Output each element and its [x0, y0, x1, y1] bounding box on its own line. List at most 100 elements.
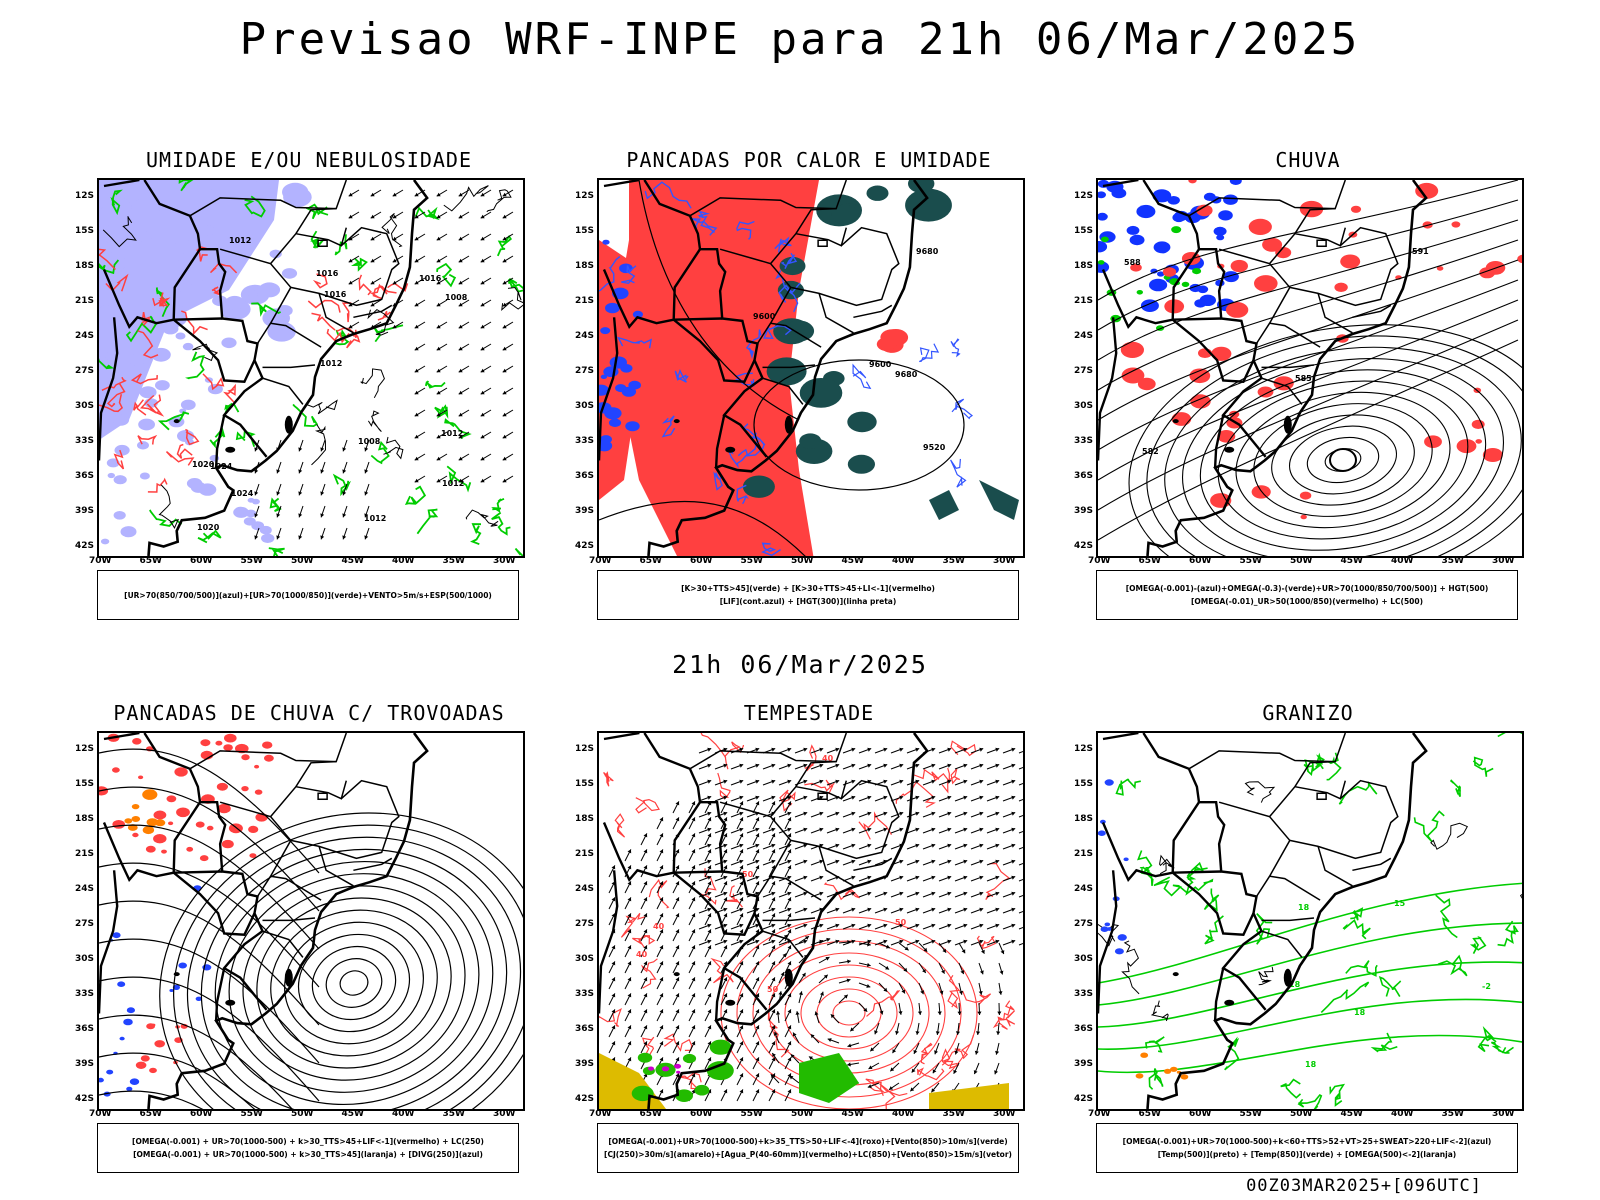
longitude-label: 30W [493, 1109, 516, 1119]
contour-label: 50 [767, 985, 779, 994]
longitude-label: 55W [740, 556, 763, 566]
latitude-label: 42S [75, 541, 95, 551]
shaded-area [124, 789, 166, 835]
shaded-region [979, 480, 1019, 520]
geography-lines [99, 180, 429, 556]
longitude-label: 50W [1290, 1109, 1313, 1119]
longitude-label: 30W [1492, 556, 1515, 566]
latitude-label: 18S [75, 261, 95, 271]
shaded-area [816, 180, 952, 227]
geography-lines [99, 733, 429, 1109]
panel-title: PANCADAS DE CHUVA C/ TROVOADAS [113, 701, 505, 725]
contour-label: 50 [742, 870, 754, 879]
longitude-label: 40W [892, 1109, 915, 1119]
latitude-label: 33S [575, 989, 595, 999]
geography-lines [599, 180, 929, 556]
longitude-label: 45W [841, 1109, 864, 1119]
contour-label: 1016 [324, 290, 347, 299]
contour-lines [99, 180, 523, 556]
longitude-label: 50W [291, 556, 314, 566]
panel-legend: [OMEGA(-0.001)+UR>70(1000-500)+k<60+TTS>… [1096, 1123, 1518, 1173]
longitude-label: 35W [1441, 556, 1464, 566]
contour-label: 40 [653, 922, 665, 931]
geography-lines [599, 733, 929, 1109]
longitude-label: 55W [240, 1109, 263, 1119]
contour-lines [307, 273, 409, 349]
longitude-label: 70W [89, 556, 112, 566]
geography-lines [1098, 180, 1428, 556]
contour-label: 9520 [923, 443, 946, 452]
latitude-label: 24S [1074, 884, 1094, 894]
legend-line: [OMEGA(-0.001)+UR>70(1000-500)+k<60+TTS>… [1122, 1137, 1492, 1146]
longitude-label: 35W [942, 1109, 965, 1119]
shaded-area [1098, 226, 1202, 331]
shaded-area [742, 256, 877, 498]
legend-line: [UR>70(850/700/500)](azul)+[UR>70(1000/8… [124, 590, 492, 600]
panel-legend: [OMEGA(-0.001) + UR>70(1000-500) + k>30_… [97, 1123, 519, 1173]
longitude-label: 70W [1088, 1109, 1111, 1119]
strong-wind-region [799, 1053, 859, 1103]
longitude-label: 70W [589, 1109, 612, 1119]
latitude-label: 21S [1074, 296, 1094, 306]
contour-label: 588 [1124, 258, 1141, 267]
longitude-label: 70W [589, 556, 612, 566]
longitude-label: 35W [442, 556, 465, 566]
geography-lines [1098, 733, 1428, 1109]
contour-label: 585 [1295, 374, 1312, 383]
map-svg [99, 733, 523, 1109]
weather-map-panel: 1012 1012 1012 1016 1016 1016 1020 1024 1008 1008… [97, 178, 525, 558]
shaded-area [135, 1023, 188, 1074]
latitude-label: 39S [575, 506, 595, 516]
latitude-label: 18S [75, 814, 95, 824]
longitude-label: 30W [493, 556, 516, 566]
latitude-label: 27S [75, 366, 95, 376]
map-svg: 588 585 582 591 [1098, 180, 1522, 556]
latitude-label: 12S [75, 191, 95, 201]
page-title: Previsao WRF-INPE para 21h 06/Mar/2025 [239, 14, 1361, 65]
latitude-label: 15S [575, 779, 595, 789]
contour-label: 18 [1298, 903, 1310, 912]
latitude-label: 15S [1074, 779, 1094, 789]
latitude-label: 18S [1074, 814, 1094, 824]
latitude-label: 39S [75, 1059, 95, 1069]
latitude-label: 42S [1074, 541, 1094, 551]
wind-vectors [698, 747, 1023, 946]
latitude-label: 33S [75, 989, 95, 999]
contour-lines [1098, 781, 1522, 1022]
latitude-label: 21S [75, 849, 95, 859]
latitude-label: 33S [575, 436, 595, 446]
contour-label: 582 [1142, 447, 1159, 456]
contour-label: 9680 [895, 370, 918, 379]
longitude-label: 65W [639, 556, 662, 566]
latitude-label: 15S [1074, 226, 1094, 236]
contour-label: 1008 [358, 437, 381, 446]
contour-label: -2 [1482, 982, 1491, 991]
contour-label: 1012 [441, 429, 463, 438]
latitude-label: 24S [575, 884, 595, 894]
wind-vectors [348, 189, 514, 483]
weather-map-panel [97, 731, 525, 1111]
map-svg: 18 18 18 18 15 15 -2 [1098, 733, 1522, 1109]
latitude-label: 12S [575, 191, 595, 201]
contour-labels: 588 585 582 591 [1124, 247, 1429, 456]
longitude-label: 40W [392, 1109, 415, 1119]
longitude-label: 60W [690, 556, 713, 566]
contour-label: 40 [636, 950, 648, 959]
shaded-area [876, 329, 909, 353]
longitude-label: 30W [1492, 1109, 1515, 1119]
longitude-label: 30W [993, 556, 1016, 566]
panel-title: GRANIZO [1262, 701, 1354, 725]
longitude-label: 40W [392, 556, 415, 566]
legend-line: [OMEGA(-0.01)_UR>50(1000/850)(vermelho) … [1190, 597, 1424, 606]
longitude-label: 55W [240, 556, 263, 566]
latitude-label: 27S [575, 366, 595, 376]
panel-title: PANCADAS POR CALOR E UMIDADE [626, 148, 992, 172]
latitude-label: 18S [575, 261, 595, 271]
latitude-label: 21S [1074, 849, 1094, 859]
contour-lines [852, 338, 974, 488]
weather-map-panel: 18 18 18 18 15 15 -2 [1096, 731, 1524, 1111]
shaded-area [233, 497, 275, 543]
latitude-label: 27S [1074, 919, 1094, 929]
contour-label: 9600 [753, 312, 776, 321]
